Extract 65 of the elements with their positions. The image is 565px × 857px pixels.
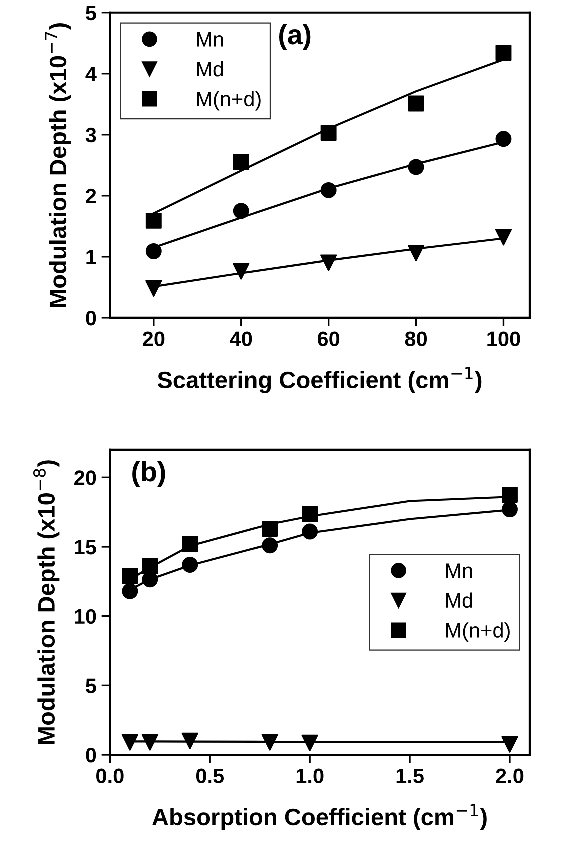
legend-label: M(n+d) <box>197 91 261 111</box>
y-tick-label: 5 <box>86 6 96 21</box>
x-tick-label: 80 <box>405 332 428 346</box>
point <box>262 520 278 537</box>
point <box>320 254 338 272</box>
point <box>182 732 198 750</box>
y-tick-label: 5 <box>86 678 96 694</box>
point <box>122 568 138 584</box>
point <box>496 45 512 62</box>
y-tick-label: 0 <box>86 310 96 326</box>
x-tick-label: 0.0 <box>96 768 124 784</box>
y-tick-label: 1 <box>86 250 96 264</box>
point <box>182 557 198 574</box>
point <box>122 734 138 751</box>
point <box>302 524 318 540</box>
legend-label: Md <box>446 592 472 608</box>
x-axis-title: Absorption Coefficient (cm$^{−1}$) <box>152 804 487 830</box>
point <box>408 96 424 112</box>
x-tick-label: 100 <box>488 332 520 346</box>
point <box>408 244 425 262</box>
point <box>142 734 158 751</box>
x-axis-title: Scattering Coefficient (cm$^{−1}$) <box>158 367 482 394</box>
x-tick-label: 60 <box>318 332 340 346</box>
point <box>495 229 512 246</box>
point <box>408 159 424 176</box>
legend-label: Mn <box>446 564 472 578</box>
point <box>262 734 278 751</box>
point <box>262 538 278 554</box>
y-tick-label: 2 <box>86 188 96 204</box>
x-tick-label: 0.5 <box>196 768 224 784</box>
point <box>182 536 198 552</box>
point <box>233 203 250 220</box>
legend-label: Md <box>197 61 224 77</box>
y-tick-label: 3 <box>86 128 96 143</box>
point <box>502 736 518 753</box>
point <box>502 502 518 518</box>
point <box>142 558 158 574</box>
y-tick-label: 15 <box>75 540 96 555</box>
legend-label: M(n+d) <box>446 622 510 642</box>
point <box>233 263 250 280</box>
x-tick-label: 1.5 <box>396 768 424 784</box>
point <box>496 131 512 148</box>
y-tick-label: 10 <box>75 609 96 624</box>
annotation: (a) <box>279 24 311 50</box>
y-axis-title: Modulation Depth (x10$^{−7}$) <box>45 24 72 308</box>
y-tick-label: 0 <box>86 748 96 763</box>
point <box>146 280 162 297</box>
legend-label: Mn <box>197 32 224 47</box>
point <box>320 125 337 142</box>
point <box>302 506 318 522</box>
point <box>146 243 162 260</box>
point <box>502 487 518 503</box>
x-tick-label: 2.0 <box>496 768 524 784</box>
point <box>146 212 162 229</box>
point <box>122 583 138 600</box>
y-tick-label: 4 <box>86 67 97 82</box>
point <box>302 734 318 752</box>
x-tick-label: 40 <box>230 332 252 346</box>
point <box>320 182 337 198</box>
point <box>233 154 250 170</box>
annotation: (b) <box>132 461 166 488</box>
y-tick-label: 20 <box>74 470 96 486</box>
x-tick-label: 1.0 <box>296 768 324 784</box>
x-tick-label: 20 <box>143 332 165 346</box>
y-axis-title: Modulation Depth (x10$^{−8}$) <box>33 460 60 744</box>
